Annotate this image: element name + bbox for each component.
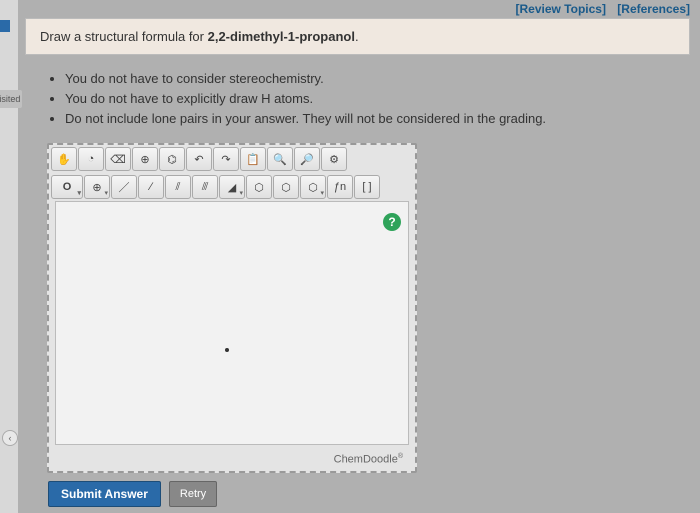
- question-compound: 2,2-dimethyl-1-propanol: [208, 29, 355, 44]
- visited-tab[interactable]: Visited: [0, 90, 22, 108]
- undo-icon[interactable]: ↶: [186, 147, 212, 171]
- canvas-dot: [225, 348, 229, 352]
- fn-icon[interactable]: ƒn: [327, 175, 353, 199]
- submit-area: Submit Answer Retry: [48, 481, 217, 507]
- plus-icon[interactable]: ⊕▾: [84, 175, 110, 199]
- references-link[interactable]: [References]: [617, 2, 690, 16]
- content: Draw a structural formula for 2,2-dimeth…: [25, 18, 690, 473]
- structure-editor: ✋◔⌫⊕⌬↶↷📋🔍🔎⚙ O▾⊕▾／∕⫽⫻◢▾⬡⬡⬡▾ƒn[ ] ? ChemDo…: [47, 143, 417, 473]
- dashed-bond-icon[interactable]: ∕: [138, 175, 164, 199]
- left-rail: Visited ‹: [0, 0, 18, 513]
- question-prefix: Draw a structural formula for: [40, 29, 208, 44]
- hex1-icon[interactable]: ⬡: [246, 175, 272, 199]
- retry-button[interactable]: Retry: [169, 481, 217, 507]
- question-box: Draw a structural formula for 2,2-dimeth…: [25, 18, 690, 55]
- instruction-item: You do not have to explicitly draw H ato…: [65, 89, 690, 109]
- double-bond-icon[interactable]: ⫽: [165, 175, 191, 199]
- single-bond-icon[interactable]: ／: [111, 175, 137, 199]
- top-links: [Review Topics] [References]: [507, 2, 690, 16]
- hex3-icon[interactable]: ⬡▾: [300, 175, 326, 199]
- hand-icon[interactable]: ✋: [51, 147, 77, 171]
- paste-icon[interactable]: 📋: [240, 147, 266, 171]
- instructions: You do not have to consider stereochemis…: [47, 69, 690, 129]
- drawing-canvas[interactable]: [55, 201, 409, 445]
- triple-bond-icon[interactable]: ⫻: [192, 175, 218, 199]
- toolbar-row-2: O▾⊕▾／∕⫽⫻◢▾⬡⬡⬡▾ƒn[ ]: [49, 173, 415, 201]
- nav-prev-button[interactable]: ‹: [2, 430, 18, 446]
- redo-icon[interactable]: ↷: [213, 147, 239, 171]
- zoom-in-icon[interactable]: 🔍: [267, 147, 293, 171]
- wedge-bond-icon[interactable]: ◢▾: [219, 175, 245, 199]
- eraser-icon[interactable]: ⌫: [105, 147, 131, 171]
- submit-answer-button[interactable]: Submit Answer: [48, 481, 161, 507]
- instruction-item: Do not include lone pairs in your answer…: [65, 109, 690, 129]
- toolbar-row-1: ✋◔⌫⊕⌬↶↷📋🔍🔎⚙: [49, 145, 415, 173]
- hex2-icon[interactable]: ⬡: [273, 175, 299, 199]
- settings-icon[interactable]: ⚙: [321, 147, 347, 171]
- rail-marker: [0, 20, 10, 32]
- instruction-item: You do not have to consider stereochemis…: [65, 69, 690, 89]
- rings-icon[interactable]: ⌬: [159, 147, 185, 171]
- clear-icon[interactable]: ⊕: [132, 147, 158, 171]
- question-suffix: .: [355, 29, 359, 44]
- chemdoodle-brand: ChemDoodle®: [334, 453, 403, 466]
- atom-zero[interactable]: O▾: [51, 175, 83, 199]
- zoom-out-icon[interactable]: 🔎: [294, 147, 320, 171]
- brackets-icon[interactable]: [ ]: [354, 175, 380, 199]
- review-topics-link[interactable]: [Review Topics]: [515, 2, 605, 16]
- lasso-icon[interactable]: ◔: [78, 147, 104, 171]
- brand-text: ChemDoodle: [334, 453, 398, 465]
- brand-mark: ®: [398, 453, 403, 460]
